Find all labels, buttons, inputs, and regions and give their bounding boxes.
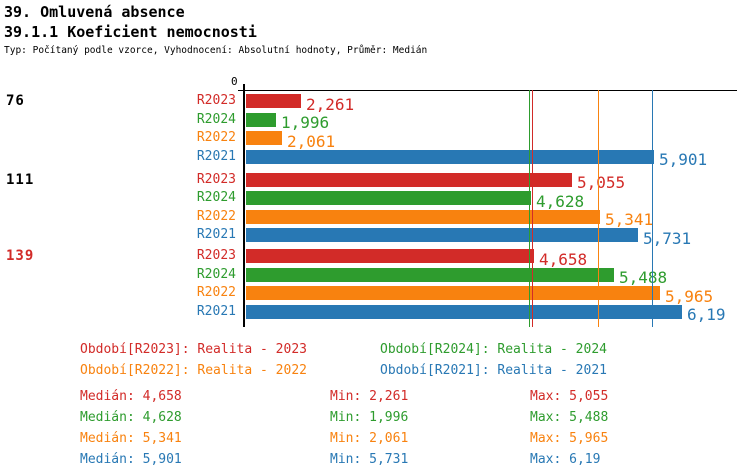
- series-row-label: R2024: [196, 111, 236, 127]
- bar-value-label: 5,965: [665, 286, 714, 306]
- series-row-label: R2023: [196, 93, 236, 108]
- series-row-label: R2022: [196, 285, 236, 300]
- bar-r2023-group3: [246, 249, 534, 263]
- legend-item-r2022: Období[R2022]: Realita - 2022: [80, 363, 307, 378]
- group-label: 76: [6, 93, 25, 109]
- stat-median-r2024: Medián: 4,628: [80, 410, 182, 425]
- series-row-label: R2021: [196, 148, 236, 164]
- median-line-r2024: [529, 90, 530, 327]
- bar-value-label: 5,488: [619, 268, 668, 287]
- axis-zero-label: 0: [231, 75, 238, 88]
- bar-r2024-group1: [246, 112, 276, 127]
- stat-max-r2024: Max: 5,488: [530, 410, 609, 425]
- stat-min-r2024: Min: 1,996: [330, 410, 409, 425]
- bar-r2024-group2: [246, 191, 531, 205]
- bar-value-label: 1,996: [281, 113, 330, 132]
- legend-item-r2024: Období[R2024]: Realita - 2024: [380, 342, 607, 357]
- group-label: 111: [6, 171, 35, 188]
- median-line-r2022: [598, 90, 599, 327]
- bar-r2021-group2: [246, 228, 638, 242]
- series-row-label: R2021: [196, 303, 236, 319]
- median-line-r2021: [652, 90, 653, 327]
- series-row-label: R2021: [196, 227, 236, 242]
- axis-vertical-line: [243, 84, 245, 327]
- bar-r2021-group1: [246, 149, 654, 164]
- group-label: 139: [6, 248, 35, 264]
- bar-r2024-group3: [246, 267, 614, 282]
- bar-r2021-group3: [246, 304, 682, 319]
- bar-r2023-group2: [246, 172, 572, 187]
- stat-median-r2021: Medián: 5,901: [80, 452, 182, 467]
- bar-value-label: 5,731: [643, 228, 692, 248]
- stat-max-r2023: Max: 5,055: [530, 389, 609, 404]
- report-title: 39. Omluvená absence: [4, 3, 185, 21]
- bar-r2023-group1: [246, 94, 301, 108]
- stat-median-r2023: Medián: 4,658: [80, 389, 182, 404]
- stat-max-r2022: Max: 5,965: [530, 431, 609, 446]
- bar-value-label: 4,628: [536, 191, 585, 211]
- stat-min-r2022: Min: 2,061: [330, 431, 409, 446]
- series-row-label: R2023: [196, 248, 236, 263]
- bar-r2022-group3: [246, 286, 660, 300]
- stat-median-r2022: Medián: 5,341: [80, 431, 182, 446]
- bar-value-label: 5,901: [659, 150, 708, 169]
- median-line-r2023: [532, 90, 533, 327]
- report-meta-line: Typ: Počítaný podle vzorce, Vyhodnocení:…: [4, 45, 428, 56]
- series-row-label: R2022: [196, 208, 236, 224]
- stat-max-r2021: Max: 6,19: [530, 452, 601, 467]
- bar-value-label: 2,061: [287, 131, 336, 151]
- legend-item-r2021: Období[R2021]: Realita - 2021: [380, 363, 607, 378]
- bar-value-label: 2,261: [306, 94, 355, 114]
- series-row-label: R2023: [196, 171, 236, 187]
- stat-min-r2021: Min: 5,731: [330, 452, 409, 467]
- report-subtitle: 39.1.1 Koeficient nemocnosti: [4, 23, 257, 41]
- axis-top-line: [238, 90, 737, 91]
- bar-value-label: 6,19: [687, 305, 726, 324]
- series-row-label: R2024: [196, 266, 236, 282]
- bar-chart: 0 76 R2023 2,261 R2024 1,996 R2022 2,061 R2021 5…: [6, 75, 737, 327]
- bar-value-label: 4,658: [539, 249, 588, 269]
- bar-value-label: 5,341: [605, 210, 654, 229]
- series-row-label: R2022: [196, 130, 236, 145]
- legend-item-r2023: Období[R2023]: Realita - 2023: [80, 342, 307, 357]
- bar-r2022-group1: [246, 131, 282, 145]
- bar-r2022-group2: [246, 209, 600, 224]
- bar-value-label: 5,055: [577, 173, 626, 192]
- stat-min-r2023: Min: 2,261: [330, 389, 409, 404]
- series-row-label: R2024: [196, 190, 236, 205]
